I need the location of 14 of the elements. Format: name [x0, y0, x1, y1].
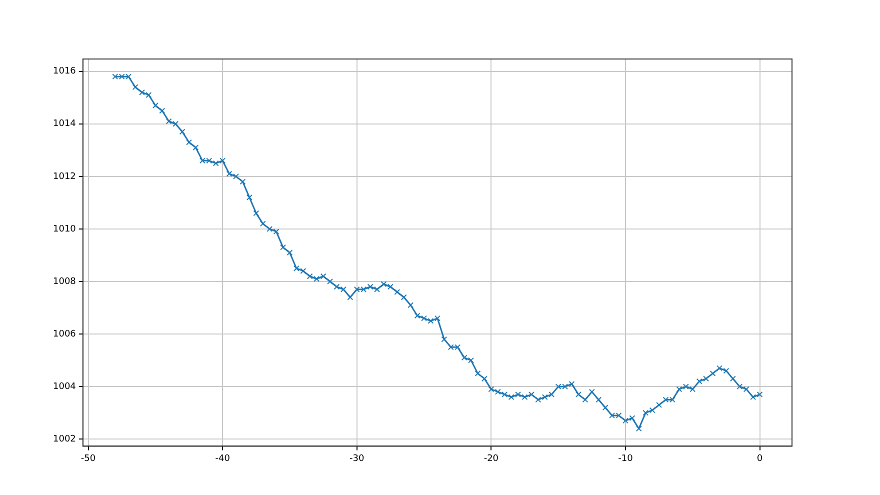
x-tick-label: -10 [618, 454, 634, 464]
y-tick-label: 1010 [53, 224, 76, 234]
x-tick-label: -40 [215, 454, 230, 464]
x-tick-label: 0 [756, 454, 763, 464]
y-tick-label: 1008 [53, 276, 76, 287]
y-tick-label: 1006 [53, 329, 76, 340]
x-tick-label: -20 [484, 454, 499, 464]
x-tick-label: -30 [350, 454, 364, 464]
x-tick-label: -50 [80, 454, 96, 464]
y-tick-label: 1004 [53, 382, 76, 392]
y-tick-label: 1012 [53, 172, 76, 182]
y-tick-label: 1016 [53, 66, 76, 77]
y-tick-label: 1014 [53, 119, 76, 130]
y-tick-label: 1002 [53, 434, 76, 444]
